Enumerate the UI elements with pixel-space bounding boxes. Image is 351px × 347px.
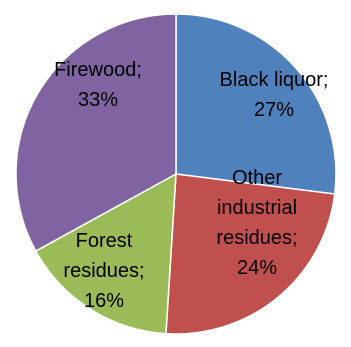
slice-label-line: 24% bbox=[237, 257, 277, 279]
slice-label-line: 33% bbox=[78, 89, 118, 111]
slice-label-line: Forest bbox=[76, 230, 133, 252]
slice-label-1: Other industrial residues; 24% bbox=[216, 167, 297, 279]
pie-slice-3 bbox=[15, 13, 177, 253]
slice-label-line: Other bbox=[232, 167, 282, 189]
slice-label-line: 16% bbox=[84, 290, 124, 312]
slice-label-line: Firewood; bbox=[54, 59, 142, 81]
slice-label-0: Black liquor; 27% bbox=[220, 69, 329, 121]
pie-slice-1 bbox=[165, 173, 336, 335]
slice-labels: Black liquor; 27% Other industrial residues;… bbox=[54, 59, 328, 312]
pie-slice-0 bbox=[175, 13, 337, 195]
slice-label-line: Black liquor; bbox=[220, 69, 329, 91]
slice-label-3: Firewood; 33% bbox=[54, 59, 142, 111]
slice-label-line: industrial bbox=[217, 197, 297, 219]
pie-slice-2 bbox=[34, 172, 177, 335]
slice-label-line: 27% bbox=[254, 99, 294, 121]
slice-label-2: Forest residues; 16% bbox=[63, 230, 144, 312]
slice-label-line: residues; bbox=[216, 227, 297, 249]
pie-slices bbox=[15, 13, 337, 335]
slice-label-line: residues; bbox=[63, 260, 144, 282]
